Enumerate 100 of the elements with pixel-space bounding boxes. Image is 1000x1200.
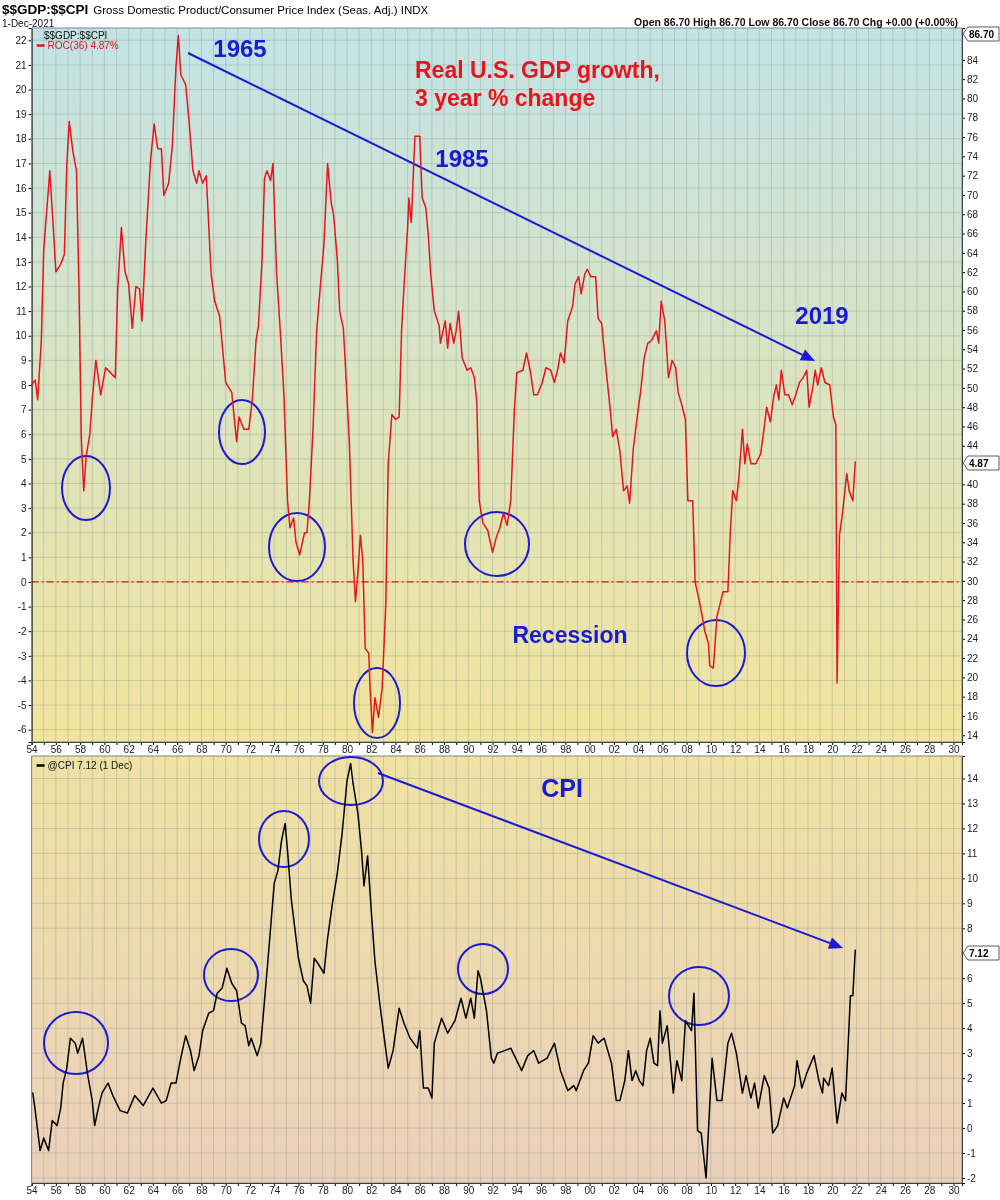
y2-tick-label: 58 <box>967 305 979 317</box>
x-tick-label: 06 <box>657 1185 669 1197</box>
x-tick-label: 86 <box>414 744 427 756</box>
y-tick-label: 9 <box>21 355 28 367</box>
x-tick-label: 30 <box>948 744 961 756</box>
x-tick-label: 10 <box>705 1185 718 1197</box>
y2-tick-label: 64 <box>967 247 979 259</box>
y2-tick-label: 44 <box>967 440 979 452</box>
y2-tick-label: 38 <box>967 498 979 510</box>
annotation: Recession <box>512 622 628 648</box>
x-tick-label: 96 <box>536 1185 548 1197</box>
x-tick-label: 98 <box>560 744 572 756</box>
y-tick-label: 2 <box>21 527 28 539</box>
y2-tick-label: 26 <box>967 614 979 626</box>
x-tick-label: 12 <box>730 744 742 756</box>
x-tick-label: 64 <box>147 744 160 756</box>
x-tick-label: 68 <box>196 744 208 756</box>
y2-tick-label: 66 <box>967 228 979 240</box>
x-tick-label: 20 <box>827 744 839 756</box>
y-tick-label: -5 <box>17 699 28 711</box>
y-tick-label: 6 <box>21 428 28 440</box>
y-tick-label: -1 <box>17 601 28 613</box>
x-tick-label: 78 <box>317 1185 330 1197</box>
x-tick-label: 28 <box>924 744 936 756</box>
y-tick-label: 5 <box>967 997 973 1009</box>
text: 86.70 <box>969 29 995 40</box>
y-tick-label: 8 <box>967 923 973 934</box>
x-tick-label: 82 <box>366 744 378 756</box>
y-tick-label: 3 <box>967 1047 973 1059</box>
x-tick-label: 54 <box>26 744 39 756</box>
x-tick-label: 00 <box>584 744 597 756</box>
x-tick-label: 12 <box>730 1185 742 1197</box>
y2-tick-label: 40 <box>967 479 979 491</box>
y-tick-label: 5 <box>21 453 28 465</box>
line-series <box>32 762 856 1179</box>
y-tick-label: 14 <box>967 773 979 785</box>
y2-tick-label: 28 <box>967 594 979 606</box>
y-tick-label: 17 <box>15 158 28 170</box>
y-tick-label: 10 <box>967 873 979 885</box>
x-tick-label: 70 <box>220 744 233 756</box>
x-tick-label: 90 <box>463 1185 475 1197</box>
x-tick-label: 04 <box>633 1185 645 1197</box>
x-tick-label: 30 <box>948 1185 961 1197</box>
y2-tick-label: 78 <box>967 112 979 124</box>
x-tick-label: 02 <box>608 744 621 756</box>
y2-tick-label: 46 <box>967 421 979 433</box>
x-tick-label: 98 <box>560 1185 572 1197</box>
y2-tick-label: 48 <box>967 401 979 413</box>
y2-tick-label: 24 <box>967 633 979 645</box>
y-tick-label: 1 <box>967 1097 973 1109</box>
x-tick-label: 04 <box>633 744 645 756</box>
x-tick-label: 28 <box>924 1185 936 1197</box>
x-tick-label: 66 <box>172 1185 184 1197</box>
y-tick-label: 9 <box>967 898 973 910</box>
x-tick-label: 78 <box>317 744 330 756</box>
y-tick-label: 1 <box>21 552 28 564</box>
x-tick-label: 24 <box>875 1185 888 1197</box>
y2-tick-label: 84 <box>967 54 979 66</box>
text: 7.12 <box>969 948 989 959</box>
y-tick-label: 0 <box>967 1122 973 1134</box>
x-tick-label: 62 <box>123 1185 136 1197</box>
x-tick-label: 90 <box>463 744 475 756</box>
x-tick-label: 94 <box>511 744 524 756</box>
y-tick-label: 14 <box>15 231 28 243</box>
x-tick-label: 26 <box>899 744 912 756</box>
x-tick-label: 16 <box>778 1185 791 1197</box>
y2-tick-label: 56 <box>967 324 979 336</box>
x-tick-label: 14 <box>754 744 766 756</box>
x-tick-label: 24 <box>875 744 888 756</box>
y2-tick-label: 54 <box>967 344 979 355</box>
y-tick-label: 6 <box>967 972 973 984</box>
text: 4.87 <box>969 458 989 469</box>
x-tick-label: 26 <box>899 1185 912 1197</box>
x-tick-label: 72 <box>244 744 257 756</box>
y2-tick-label: 74 <box>967 151 979 163</box>
y2-tick-label: 34 <box>967 536 979 548</box>
y2-tick-label: 52 <box>967 363 979 375</box>
y2-tick-label: 62 <box>967 266 979 278</box>
x-tick-label: 66 <box>172 744 184 756</box>
x-tick-label: 88 <box>438 744 451 756</box>
x-tick-label: 60 <box>99 1185 111 1197</box>
x-tick-label: 76 <box>293 744 305 756</box>
y-tick-label: 13 <box>15 256 28 268</box>
y2-tick-label: 80 <box>967 93 979 105</box>
y2-tick-label: 50 <box>967 382 979 394</box>
y-tick-label: 2 <box>967 1072 973 1084</box>
chart-title: $$GDP:$$CPI <box>2 2 89 17</box>
x-tick-label: 58 <box>75 744 87 756</box>
x-tick-label: 54 <box>26 1185 39 1197</box>
x-tick-label: 64 <box>147 1185 160 1197</box>
y-tick-label: -1 <box>967 1147 977 1159</box>
annotation: Open 86.70 High 86.70 Low 86.70 Close 86.70 Chg +0.00 (+0.00%) <box>634 16 958 28</box>
x-tick-label: 16 <box>778 744 791 756</box>
y2-tick-label: 70 <box>967 189 979 201</box>
annotation: Real U.S. GDP growth, 3 year % change <box>415 57 660 111</box>
x-tick-label: 76 <box>293 1185 305 1197</box>
chart-subtitle: Gross Domestic Product/Consumer Price Index (Seas. Adj.) INDX <box>93 4 429 16</box>
x-tick-label: 02 <box>608 1185 621 1197</box>
y-tick-label: 13 <box>967 798 979 810</box>
legend-label: @CPI 7.12 (1 Dec) <box>47 760 133 771</box>
